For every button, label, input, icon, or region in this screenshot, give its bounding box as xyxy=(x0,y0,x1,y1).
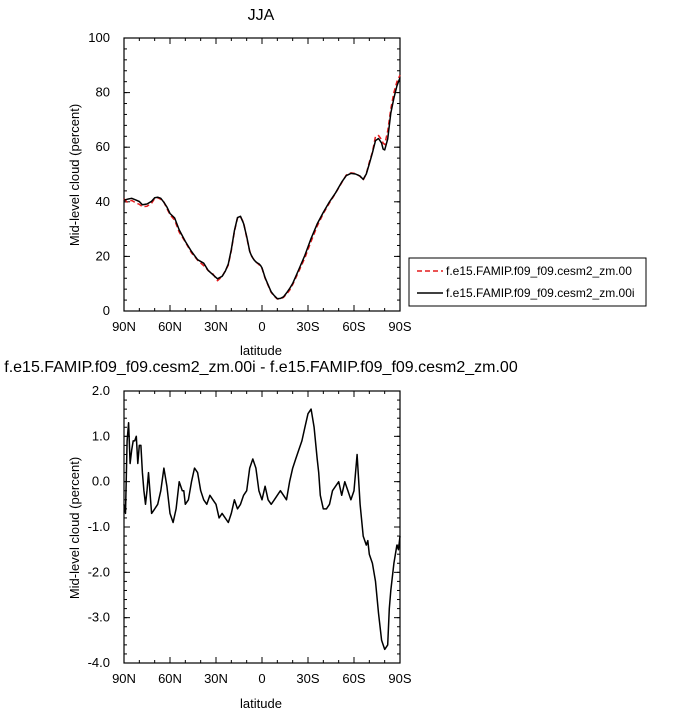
legend-box xyxy=(408,257,647,307)
bottom-chart-y-tick-label: 1.0 xyxy=(92,428,110,443)
top-chart-x-tick-label: 30S xyxy=(296,319,319,334)
bottom-chart-y-tick-label: -3.0 xyxy=(88,610,110,625)
bottom-chart-x-tick-label: 90S xyxy=(388,671,411,686)
top-chart-y-tick-label: 60 xyxy=(96,139,110,154)
bottom-chart-y-tick-label: -1.0 xyxy=(88,519,110,534)
top-chart: JJA Mid-level cloud (percent) latitude 9… xyxy=(67,7,412,358)
top-chart-x-tick-label: 90N xyxy=(112,319,136,334)
bottom-chart-y-tick-label: 0.0 xyxy=(92,474,110,489)
top-chart-x-tick-label: 0 xyxy=(258,319,265,334)
bottom-chart-series-line-1 xyxy=(123,408,401,651)
top-chart-title: JJA xyxy=(248,7,275,24)
bottom-chart-x-tick-label: 30S xyxy=(296,671,319,686)
bottom-chart-y-tick-label: -2.0 xyxy=(88,564,110,579)
bottom-chart-y-tick-label: -4.0 xyxy=(88,655,110,670)
bottom-chart-x-axis-label: latitude xyxy=(240,696,282,711)
top-chart-x-tick-label: 60N xyxy=(158,319,182,334)
top-chart-y-axis-label: Mid-level cloud (percent) xyxy=(67,104,82,246)
legend-label-series-1: f.e15.FAMIP.f09_f09.cesm2_zm.00 xyxy=(446,264,632,278)
top-chart-x-tick-label: 60S xyxy=(342,319,365,334)
bottom-chart-y-axis-label: Mid-level cloud (percent) xyxy=(67,457,82,599)
top-chart-x-axis-label: latitude xyxy=(240,343,282,358)
top-chart-y-tick-label: 40 xyxy=(96,194,110,209)
top-chart-y-tick-label: 20 xyxy=(96,248,110,263)
bottom-chart-x-tick-label: 0 xyxy=(258,671,265,686)
bottom-chart-x-tick-label: 90N xyxy=(112,671,136,686)
bottom-chart-plot-frame xyxy=(123,390,401,664)
bottom-chart-x-tick-label: 30N xyxy=(204,671,228,686)
top-chart-series-line-2 xyxy=(123,77,401,300)
bottom-chart-x-tick-label: 60N xyxy=(158,671,182,686)
top-chart-y-tick-label: 100 xyxy=(88,30,110,45)
top-chart-series-line-1 xyxy=(123,74,401,300)
bottom-chart-y-tick-label: 2.0 xyxy=(92,383,110,398)
top-chart-y-tick-label: 80 xyxy=(96,85,110,100)
top-chart-x-tick-label: 30N xyxy=(204,319,228,334)
bottom-chart-title: f.e15.FAMIP.f09_f09.cesm2_zm.00i - f.e15… xyxy=(4,359,518,376)
top-chart-y-tick-label: 0 xyxy=(103,303,110,318)
legend: f.e15.FAMIP.f09_f09.cesm2_zm.00 f.e15.FA… xyxy=(408,257,647,307)
top-chart-x-tick-label: 90S xyxy=(388,319,411,334)
bottom-chart: f.e15.FAMIP.f09_f09.cesm2_zm.00i - f.e15… xyxy=(4,359,518,711)
bottom-chart-x-tick-label: 60S xyxy=(342,671,365,686)
legend-label-series-2: f.e15.FAMIP.f09_f09.cesm2_zm.00i xyxy=(446,286,635,300)
